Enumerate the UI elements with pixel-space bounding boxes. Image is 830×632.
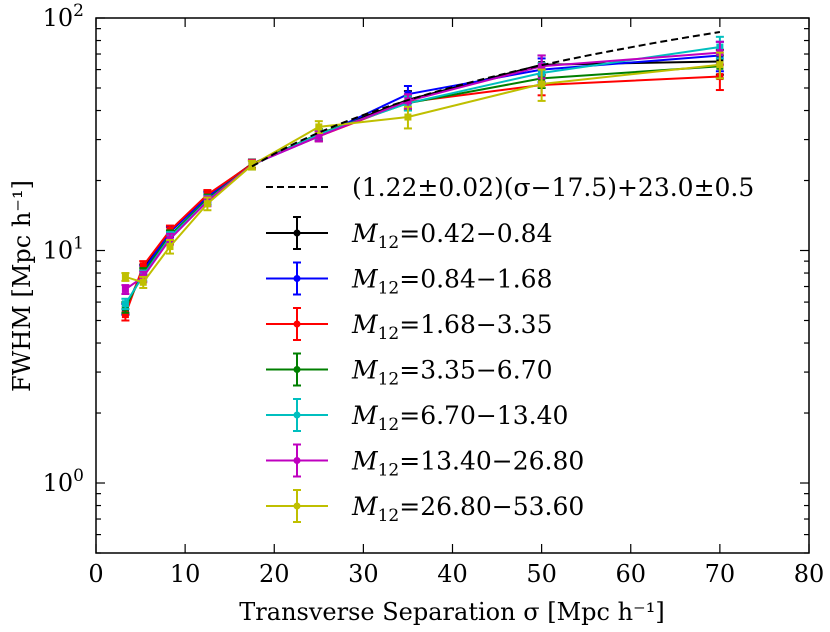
legend-entry-1.68−3.35: M12=1.68−3.35 [266, 307, 552, 344]
x-tick-label: 20 [259, 560, 290, 588]
legend-marker [293, 411, 301, 419]
x-tick-label: 10 [170, 560, 201, 588]
data-point [121, 273, 129, 281]
y-tick-label: 100 [43, 466, 84, 497]
y-tick-label: 102 [43, 1, 84, 32]
data-point [139, 278, 147, 286]
x-axis-label: Transverse Separation σ [Mpc h⁻¹] [239, 598, 664, 626]
x-tick-label: 70 [705, 560, 736, 588]
legend-entry-0.84−1.68: M12=0.84−1.68 [266, 261, 552, 299]
legend-label: M12=0.42−0.84 [351, 219, 552, 253]
legend: (1.22±0.02)(σ−17.5)+23.0±0.5 M12=0.42−0.… [266, 173, 754, 526]
legend-marker [293, 366, 301, 373]
data-point [248, 161, 256, 169]
legend-marker [293, 457, 301, 464]
legend-entry-0.42−0.84: M12=0.42−0.84 [266, 216, 552, 253]
data-point [315, 132, 323, 140]
x-tick-label: 80 [794, 560, 825, 588]
legend-entry-3.35−6.70: M12=3.35−6.70 [266, 352, 552, 390]
legend-label: M12=0.84−1.68 [351, 265, 552, 299]
series-26.80−53.60 [121, 51, 724, 289]
legend-entry-26.80−53.60: M12=26.80−53.60 [266, 489, 584, 526]
data-point [121, 311, 129, 319]
y-tick-label: 101 [43, 234, 84, 265]
legend-label: M12=26.80−53.60 [351, 492, 584, 526]
fit-line [251, 31, 721, 168]
data-point [121, 285, 129, 293]
x-tick-label: 40 [437, 560, 468, 588]
data-point [203, 200, 211, 208]
legend-marker [293, 320, 301, 328]
data-point [538, 62, 546, 70]
axis-ticks [95, 17, 810, 554]
x-tick-label: 50 [526, 560, 557, 588]
series-line [124, 51, 720, 291]
data-point [404, 113, 412, 121]
legend-entry-6.70−13.40: M12=6.70−13.40 [266, 398, 568, 435]
data-point [166, 243, 174, 251]
legend-marker [293, 502, 301, 510]
legend-entry-13.40−26.80: M12=13.40−26.80 [266, 443, 584, 481]
legend-label: M12=13.40−26.80 [351, 447, 584, 481]
legend-label: M12=1.68−3.35 [351, 310, 552, 344]
legend-label: M12=6.70−13.40 [351, 401, 568, 435]
data-point [315, 123, 323, 131]
data-point [139, 262, 147, 270]
x-tick-label: 0 [88, 560, 103, 588]
legend-marker [293, 229, 301, 237]
data-point [716, 61, 724, 69]
plot-content [121, 31, 724, 322]
x-tick-label: 60 [615, 560, 646, 588]
tick-labels: 0 10 20 30 40 50 60 70 80 102 101 100 [43, 1, 825, 588]
legend-label: M12=3.35−6.70 [351, 356, 552, 390]
x-tick-label: 30 [348, 560, 379, 588]
data-point [538, 80, 546, 88]
data-point [121, 300, 129, 308]
legend-marker [293, 275, 301, 282]
y-axis-label: FWHM [Mpc h⁻¹] [8, 180, 36, 392]
legend-fit-label: (1.22±0.02)(σ−17.5)+23.0±0.5 [352, 173, 754, 202]
